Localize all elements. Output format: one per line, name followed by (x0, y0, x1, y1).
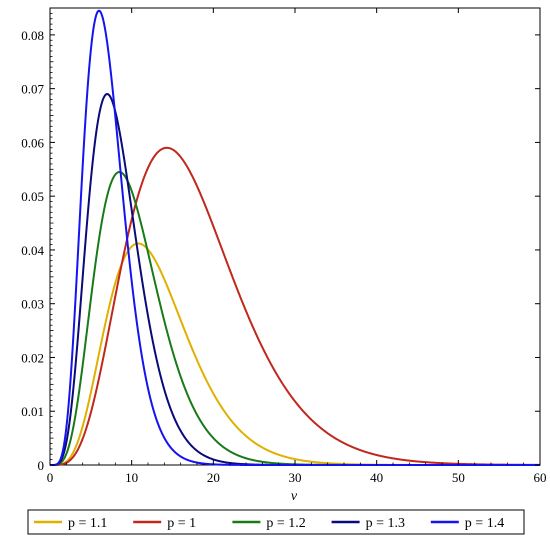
legend-label: p = 1 (167, 516, 196, 531)
y-tick-label: 0.02 (21, 350, 44, 365)
legend-label: p = 1.2 (266, 516, 305, 531)
y-tick-label: 0.04 (21, 243, 44, 258)
legend: p = 1.1 p = 1 p = 1.2 p = 1.3 p = 1.4 (27, 509, 525, 535)
series-line-3 (50, 170, 540, 466)
y-tick-label: 0.06 (21, 135, 44, 150)
x-tick-label: 0 (47, 470, 54, 485)
x-tick-label: 10 (125, 470, 138, 485)
series-line-1 (50, 242, 540, 466)
x-tick-label: 40 (370, 470, 383, 485)
plot-frame (49, 7, 541, 466)
x-tick-label: 30 (289, 470, 302, 485)
y-tick-label: 0.08 (21, 28, 44, 43)
x-tick-label: 60 (534, 470, 547, 485)
x-axis-label: v (291, 489, 298, 504)
legend-label: p = 1.1 (68, 516, 107, 531)
series-layer (50, 9, 541, 466)
axes (49, 7, 541, 466)
legend-label: p = 1.3 (366, 516, 405, 531)
legend-label: p = 1.4 (465, 516, 504, 531)
y-tick-label: 0.05 (21, 189, 44, 204)
y-tick-label: 0.03 (21, 297, 44, 312)
y-tick-label: 0.07 (21, 82, 44, 97)
series-line-5 (50, 9, 540, 466)
y-tick-label: 0 (38, 458, 45, 473)
x-tick-label: 50 (452, 470, 465, 485)
series-line-4 (50, 92, 540, 466)
ticks: 0 10 20 30 40 50 60 0 0.01 0.02 0.03 0.04 0.05 0.06 0.… (21, 8, 547, 485)
y-tick-label: 0.01 (21, 404, 44, 419)
x-tick-label: 20 (207, 470, 220, 485)
